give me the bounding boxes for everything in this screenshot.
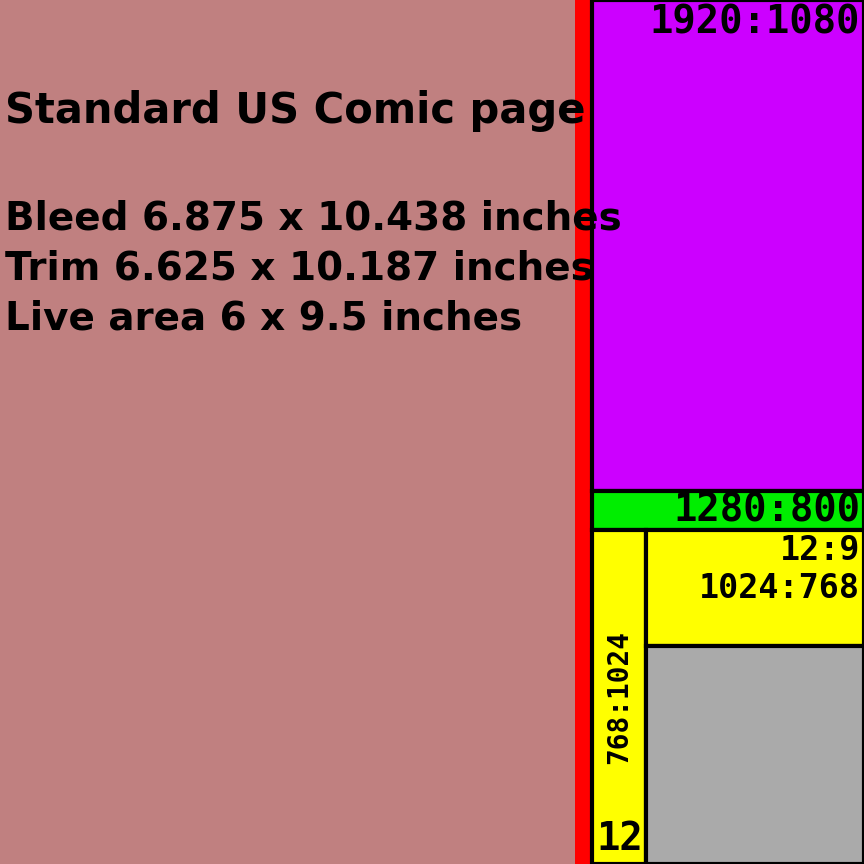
Bar [646, 530, 864, 646]
Text: 768:1024: 768:1024 [605, 630, 633, 764]
Bar [646, 646, 864, 864]
Text: 12: 12 [596, 820, 643, 858]
Bar [592, 530, 646, 864]
Text: Bleed 6.875 x 10.438 inches
Trim 6.625 x 10.187 inches
Live area 6 x 9.5 inches: Bleed 6.875 x 10.438 inches Trim 6.625 x… [5, 200, 622, 338]
Bar [575, 0, 592, 864]
Bar [592, 0, 864, 491]
Bar [592, 491, 864, 530]
Text: 1280:800: 1280:800 [673, 492, 860, 530]
Text: 1920:1080: 1920:1080 [650, 4, 860, 42]
Text: 12:9
1024:768: 12:9 1024:768 [699, 534, 860, 605]
Text: Standard US Comic page: Standard US Comic page [5, 90, 586, 132]
